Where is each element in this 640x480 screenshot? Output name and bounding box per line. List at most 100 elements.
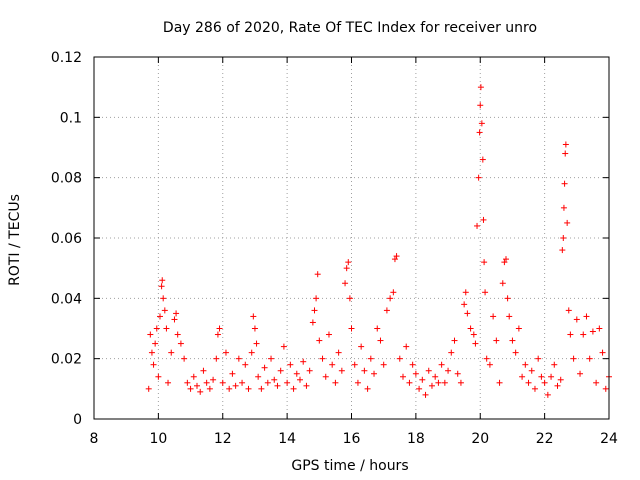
data-point xyxy=(409,361,416,368)
data-point xyxy=(445,367,452,374)
data-point xyxy=(306,367,313,374)
data-point xyxy=(161,307,168,314)
data-point xyxy=(481,259,488,266)
x-tick-label: 16 xyxy=(343,431,361,447)
data-point xyxy=(335,349,342,356)
data-point xyxy=(332,379,339,386)
data-point xyxy=(177,340,184,347)
data-point xyxy=(435,379,442,386)
chart-title: Day 286 of 2020, Rate Of TEC Index for r… xyxy=(163,20,537,36)
data-point xyxy=(325,331,332,338)
data-point xyxy=(548,373,555,380)
data-point xyxy=(383,307,390,314)
data-point xyxy=(156,313,163,320)
x-axis-label: GPS time / hours xyxy=(291,458,408,474)
data-point xyxy=(203,379,210,386)
x-tick-label: 8 xyxy=(90,431,99,447)
data-point xyxy=(277,367,284,374)
data-point xyxy=(268,355,275,362)
data-point xyxy=(515,325,522,332)
data-point xyxy=(428,382,435,389)
data-point xyxy=(599,349,606,356)
data-point xyxy=(522,361,529,368)
data-point xyxy=(297,376,303,383)
data-point xyxy=(239,379,246,386)
data-point xyxy=(184,379,191,386)
data-point xyxy=(197,388,204,395)
data-point xyxy=(374,325,381,332)
data-point xyxy=(255,373,262,380)
data-point xyxy=(346,295,353,302)
data-point xyxy=(380,361,387,368)
data-point xyxy=(480,216,487,223)
data-point xyxy=(361,367,368,374)
y-tick-label: 0.04 xyxy=(51,291,82,307)
data-point xyxy=(448,349,455,356)
data-point xyxy=(280,343,287,350)
data-point xyxy=(559,247,566,254)
data-point xyxy=(519,373,526,380)
data-point xyxy=(391,256,398,263)
data-point xyxy=(187,385,194,392)
y-tick-labels: 0 0.02 0.04 0.06 0.08 0.1 0.12 xyxy=(51,50,82,428)
data-point xyxy=(284,379,291,386)
data-point xyxy=(216,325,223,332)
data-point xyxy=(290,385,297,392)
x-tick-label: 18 xyxy=(407,431,425,447)
data-point xyxy=(562,141,569,148)
data-point xyxy=(412,370,419,377)
data-point xyxy=(477,84,484,91)
data-point xyxy=(158,283,165,290)
data-point xyxy=(338,367,345,374)
data-point xyxy=(329,361,336,368)
data-point xyxy=(483,355,490,362)
data-point xyxy=(441,379,448,386)
data-point xyxy=(496,379,503,386)
x-tick-label: 14 xyxy=(278,431,296,447)
data-point xyxy=(589,328,596,335)
y-tick-label: 0.08 xyxy=(51,171,82,187)
data-point xyxy=(501,259,508,266)
data-point xyxy=(462,289,469,296)
data-point xyxy=(168,349,175,356)
data-point xyxy=(190,373,197,380)
data-point xyxy=(300,358,307,365)
data-point xyxy=(400,373,406,380)
data-point xyxy=(371,370,378,377)
data-point xyxy=(377,337,384,344)
y-tick-label: 0 xyxy=(73,412,82,428)
data-point xyxy=(478,120,485,127)
data-point xyxy=(155,373,162,380)
data-point xyxy=(250,313,257,320)
data-point xyxy=(560,204,567,211)
data-point xyxy=(531,385,538,392)
data-point xyxy=(358,343,365,350)
data-point xyxy=(229,370,236,377)
x-tick-label: 20 xyxy=(471,431,489,447)
data-point xyxy=(271,376,278,383)
data-point xyxy=(593,379,600,386)
data-point xyxy=(342,280,349,287)
data-point xyxy=(314,271,321,278)
data-point xyxy=(479,156,486,163)
data-point xyxy=(319,355,326,362)
data-point xyxy=(160,295,167,302)
data-point xyxy=(219,379,226,386)
data-point xyxy=(242,361,249,368)
data-point xyxy=(403,343,410,350)
data-point xyxy=(367,355,374,362)
data-point xyxy=(602,385,609,392)
data-point xyxy=(253,340,260,347)
data-point xyxy=(322,373,329,380)
grid xyxy=(94,57,609,419)
data-point xyxy=(493,337,500,344)
data-point xyxy=(583,313,590,320)
data-point xyxy=(565,307,572,314)
data-point xyxy=(432,373,439,380)
data-point xyxy=(419,376,426,383)
data-point xyxy=(248,349,255,356)
data-point xyxy=(509,337,516,344)
data-point xyxy=(560,235,567,241)
data-point xyxy=(210,376,217,383)
data-point xyxy=(477,102,484,109)
